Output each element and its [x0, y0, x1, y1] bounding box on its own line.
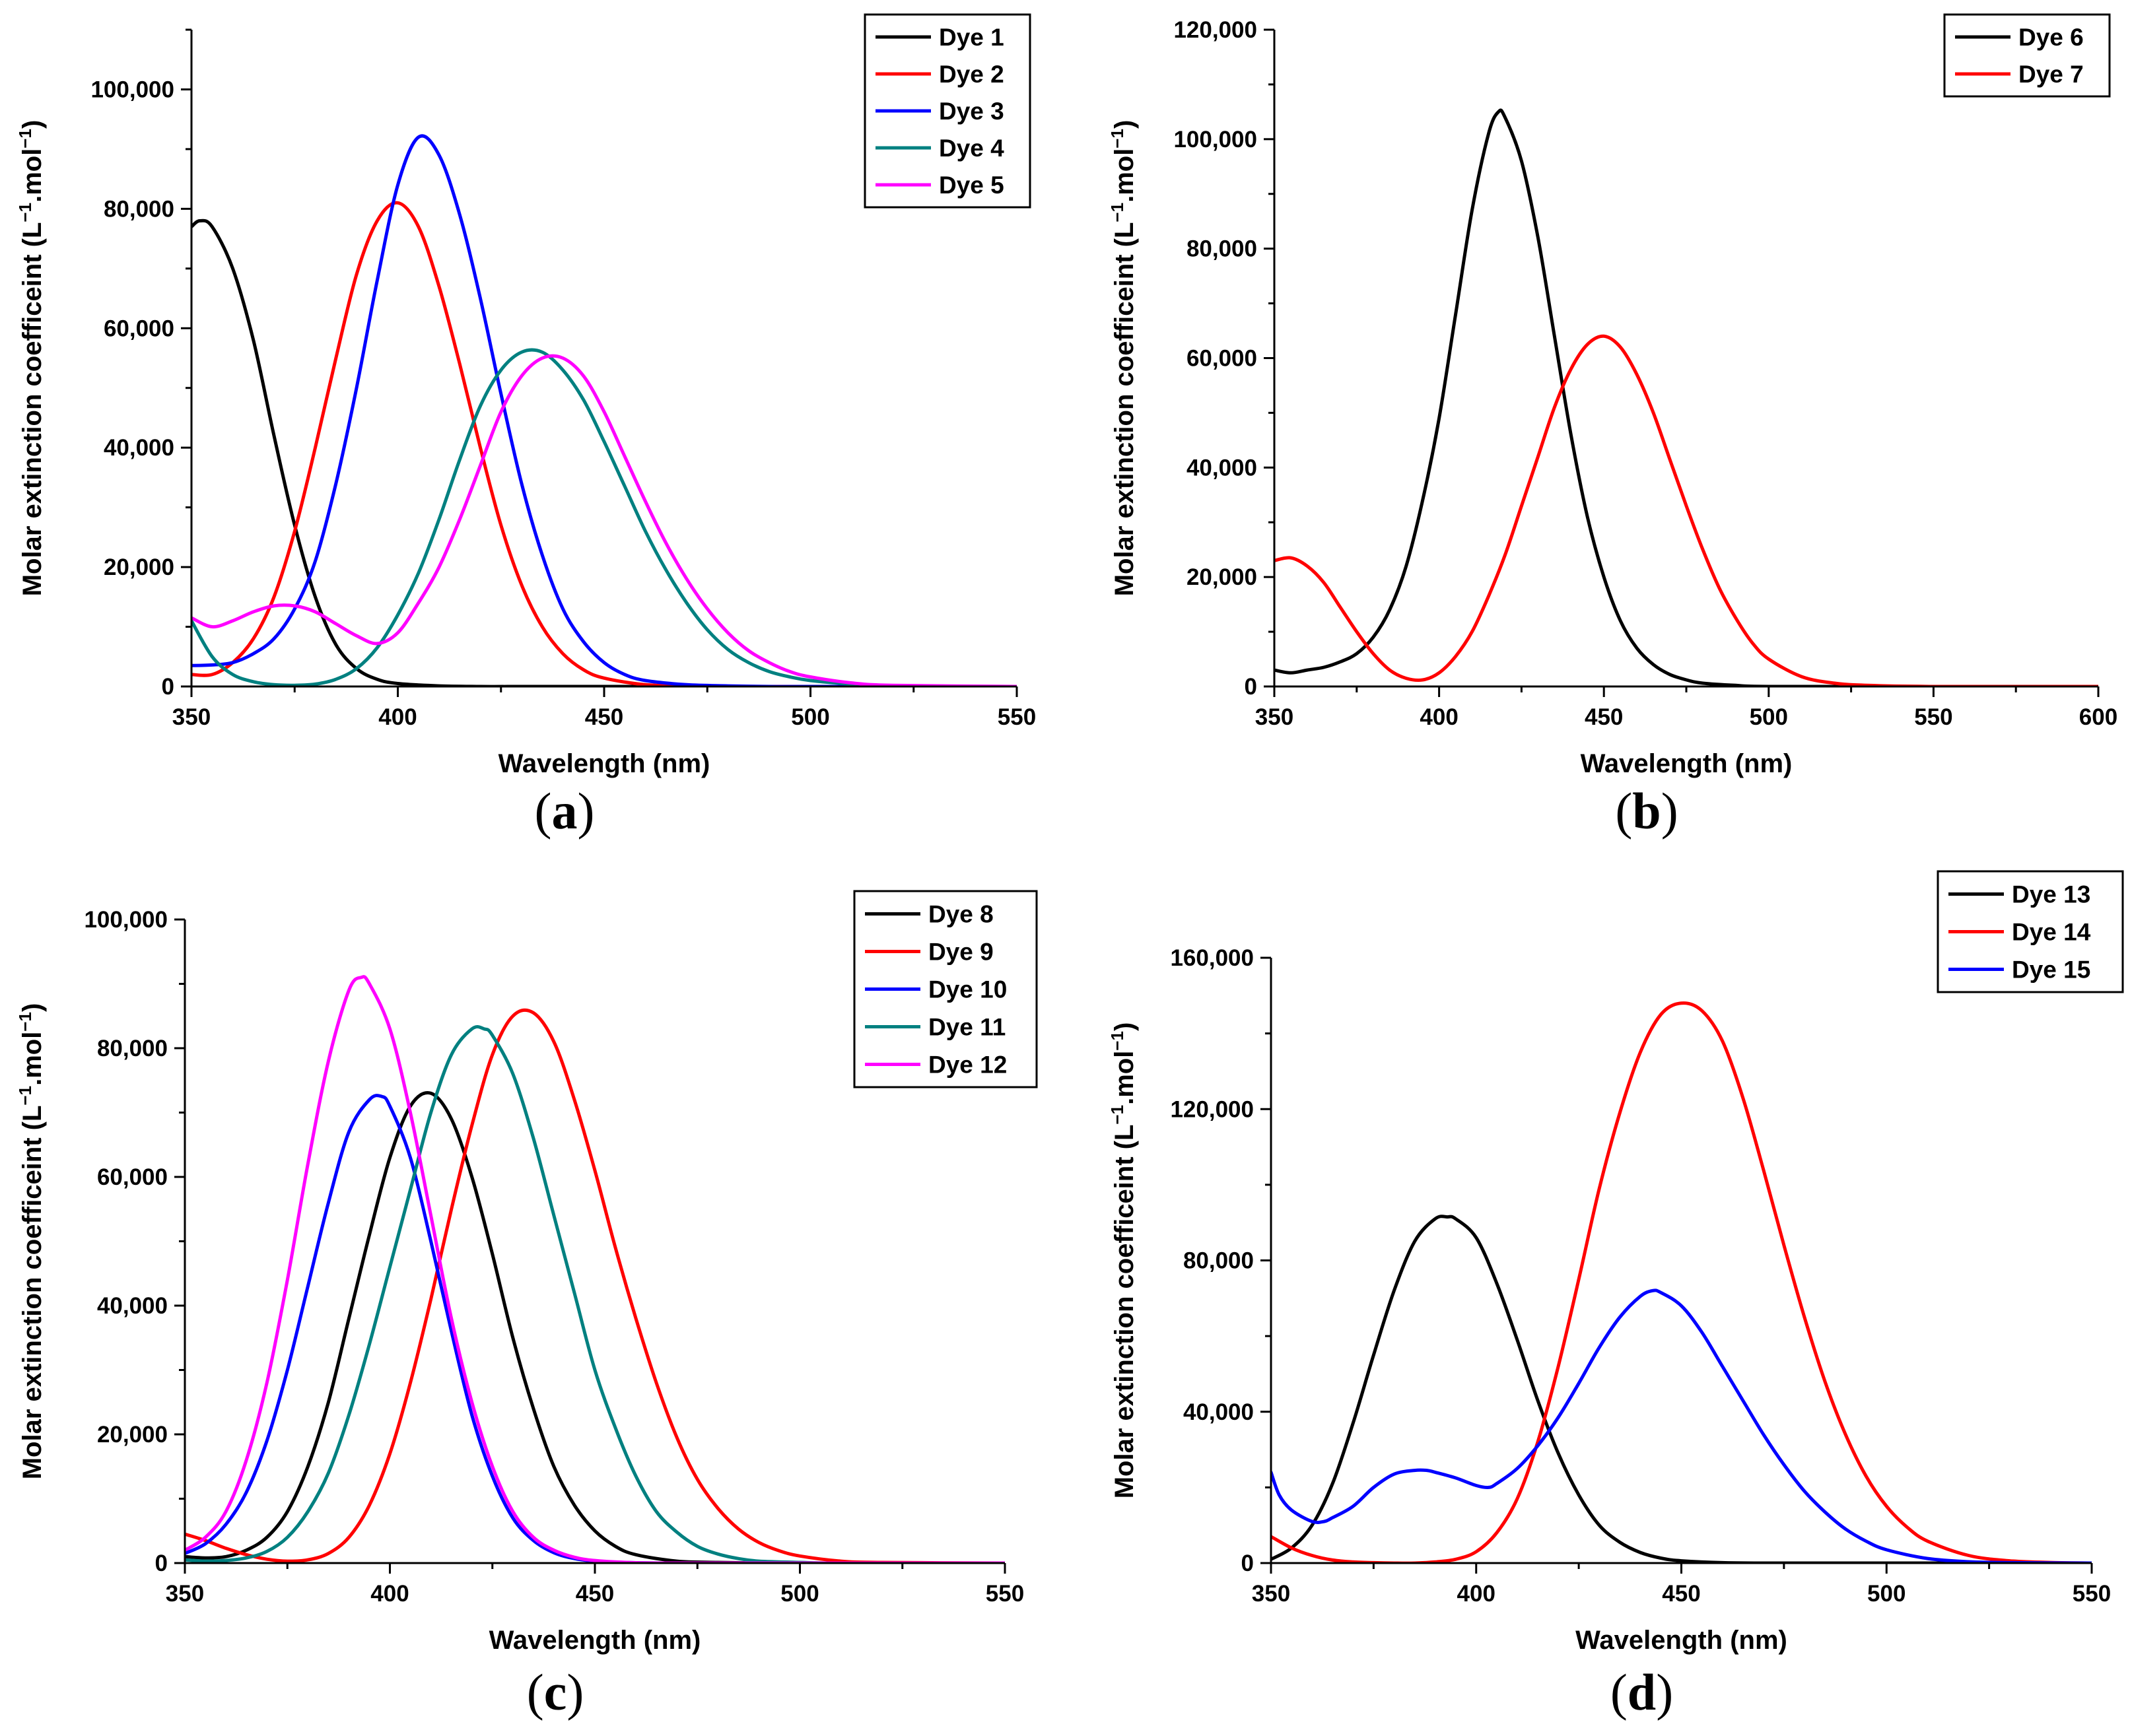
y-tick-label: 40,000 [104, 435, 174, 461]
y-tick-label: 100,000 [84, 907, 168, 933]
y-tick-label: 60,000 [1186, 346, 1257, 372]
y-axis-title: Molar extinction coefficeint (L−1.mol−1) [1107, 120, 1139, 597]
x-tick-label: 400 [370, 1581, 409, 1607]
plot-area [1271, 1001, 2092, 1563]
x-tick-label: 350 [166, 1581, 204, 1607]
legend: Dye 6 Dye 7 [1943, 13, 2111, 98]
x-tick-label: 350 [1252, 1581, 1290, 1607]
y-tick-label: 20,000 [1186, 564, 1257, 590]
y-tick-label: 40,000 [1183, 1399, 1254, 1425]
x-tick-label: 500 [791, 704, 829, 730]
x-axis-title: Wavelength (nm) [1575, 1626, 1787, 1655]
legend: Dye 13 Dye 14 Dye 15 [1937, 870, 2124, 993]
y-tick-label: 0 [155, 1551, 168, 1576]
x-tick-label: 450 [576, 1581, 614, 1607]
panel-label: (c) [527, 1663, 584, 1721]
series-line-dye-6 [1274, 108, 2098, 686]
panel-label: (d) [1610, 1663, 1673, 1721]
y-tick-label: 20,000 [97, 1422, 168, 1448]
x-tick-label: 350 [172, 704, 211, 730]
y-axis-title: Molar extinction coefficeint (L−1.mol−1) [15, 1003, 47, 1480]
legend-label: Dye 10 [928, 976, 1007, 1003]
plot-area [1274, 108, 2098, 686]
x-tick-label: 550 [998, 704, 1036, 730]
legend-label: Dye 6 [2018, 24, 2084, 51]
x-tick-label: 350 [1255, 704, 1293, 730]
panel-label: (a) [535, 782, 595, 840]
series-line-dye-5 [191, 354, 1017, 686]
y-axis-title: Molar extinction coefficeint (L−1.mol−1) [15, 120, 47, 597]
legend-label: Dye 11 [928, 1014, 1006, 1041]
plot-area [191, 134, 1017, 686]
x-axis-title: Wavelength (nm) [498, 749, 710, 778]
y-tick-label: 160,000 [1170, 945, 1254, 971]
series-line-dye-7 [1274, 334, 2098, 686]
legend-label: Dye 12 [928, 1052, 1007, 1079]
y-tick-label: 120,000 [1173, 17, 1257, 43]
legend-label: Dye 7 [2018, 61, 2084, 88]
legend-label: Dye 5 [939, 172, 1004, 199]
legend-label: Dye 3 [939, 98, 1004, 125]
y-tick-label: 60,000 [104, 316, 174, 341]
x-tick-label: 550 [986, 1581, 1024, 1607]
y-tick-label: 100,000 [1173, 127, 1257, 152]
legend: Dye 8 Dye 9 Dye 10 Dye 11 Dye 12 [853, 890, 1038, 1088]
y-tick-label: 40,000 [97, 1293, 168, 1319]
x-tick-label: 600 [2079, 704, 2117, 730]
series-line-dye-8 [185, 1091, 1005, 1563]
legend-box [1943, 13, 2111, 98]
legend-label: Dye 2 [939, 61, 1004, 88]
panel-b: 350 400 450 500 550 600 0 20,000 40,000 60,000 80,… [1107, 13, 2117, 840]
legend-label: Dye 9 [928, 939, 994, 966]
legend-label: Dye 4 [939, 135, 1004, 162]
legend-label: Dye 8 [928, 901, 994, 928]
x-axis-title: Wavelength (nm) [489, 1626, 701, 1655]
y-tick-label: 0 [1241, 1551, 1254, 1576]
panel-c: 350 400 450 500 550 0 20,000 40,000 60,000 80,000… [15, 890, 1038, 1721]
x-tick-label: 550 [2073, 1581, 2111, 1607]
x-tick-label: 400 [378, 704, 417, 730]
series-line-dye-14 [1271, 1001, 2092, 1563]
series-line-dye-15 [1271, 1288, 2092, 1563]
y-tick-label: 80,000 [1183, 1248, 1254, 1274]
y-tick-label: 80,000 [1186, 236, 1257, 262]
y-tick-label: 60,000 [97, 1164, 168, 1190]
y-tick-label: 0 [162, 674, 174, 700]
y-tick-label: 0 [1245, 674, 1257, 700]
y-tick-label: 20,000 [104, 554, 174, 580]
y-tick-label: 80,000 [104, 196, 174, 222]
panel-a: 350 400 450 500 550 0 20,000 40,000 60,000 80,000… [15, 13, 1036, 840]
series-line-dye-13 [1271, 1215, 2092, 1563]
y-tick-label: 80,000 [97, 1036, 168, 1061]
legend-label: Dye 1 [939, 24, 1004, 51]
x-tick-label: 450 [585, 704, 623, 730]
panel-d: 350 400 450 500 550 0 40,000 80,000 120,000 160,0… [1107, 870, 2124, 1721]
x-tick-label: 500 [1867, 1581, 1906, 1607]
x-tick-label: 400 [1420, 704, 1458, 730]
y-tick-label: 40,000 [1186, 455, 1257, 481]
series-line-dye-3 [191, 134, 1017, 686]
x-tick-label: 450 [1662, 1581, 1700, 1607]
series-line-dye-4 [191, 348, 1017, 686]
y-tick-label: 120,000 [1170, 1096, 1254, 1122]
x-tick-label: 550 [1914, 704, 1952, 730]
legend-label: Dye 13 [2012, 881, 2090, 908]
y-axis-title: Molar extinction coefficeint (L−1.mol−1) [1107, 1022, 1139, 1499]
y-tick-label: 100,000 [90, 77, 174, 102]
panel-label: (b) [1615, 782, 1678, 840]
x-tick-label: 500 [1750, 704, 1788, 730]
x-tick-label: 400 [1457, 1581, 1495, 1607]
legend: Dye 1 Dye 2 Dye 3 Dye 4 Dye 5 [864, 13, 1031, 209]
legend-label: Dye 15 [2012, 956, 2090, 984]
series-line-dye-11 [185, 1025, 1005, 1563]
x-axis-title: Wavelength (nm) [1581, 749, 1793, 778]
legend-label: Dye 14 [2012, 919, 2091, 946]
x-tick-label: 500 [780, 1581, 819, 1607]
series-line-dye-9 [185, 1008, 1005, 1563]
x-tick-label: 450 [1585, 704, 1623, 730]
